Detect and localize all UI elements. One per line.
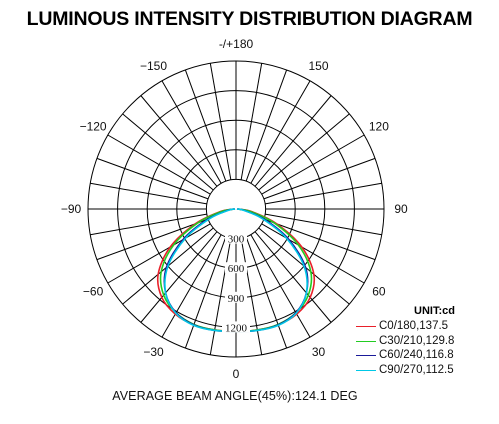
legend-swatch [356, 355, 376, 356]
grid-spoke [265, 182, 382, 205]
grid-spoke [254, 95, 332, 187]
beam-angle-footer: AVERAGE BEAM ANGLE(45%):124.1 DEG [112, 389, 358, 403]
radial-label-bg [225, 291, 247, 303]
angle-tick-label: −60 [83, 285, 104, 299]
legend-label: C90/270,112.5 [379, 363, 454, 376]
grid-spoke [107, 134, 211, 195]
legend-swatch [356, 369, 376, 371]
legend: C0/180,137.5 C30/210,129.8 C60/240,116.8 C9… [356, 320, 496, 378]
grid-spoke [96, 157, 209, 200]
polar-grid [87, 60, 385, 358]
grid-spoke [254, 231, 332, 323]
grid-spoke [261, 223, 365, 284]
grid-spoke [184, 236, 227, 349]
angle-tick-labels: -/+180 150 −150 120 −120 90 −90 60 −60 30 −30 0 [61, 37, 408, 381]
grid-spoke [184, 69, 227, 182]
grid-spoke [90, 182, 207, 205]
grid-spoke [261, 134, 365, 195]
angle-tick-label: 90 [394, 202, 408, 216]
radial-label-bg [225, 262, 247, 274]
grid-spoke [107, 223, 211, 284]
grid-spoke [161, 80, 222, 184]
angle-tick-label: 120 [369, 120, 389, 134]
legend-item: C90/270,112.5 [356, 364, 496, 379]
grid-spoke [209, 238, 232, 355]
grid-spoke [140, 95, 218, 187]
angle-tick-label: −150 [140, 59, 167, 73]
grid-spoke [122, 113, 214, 191]
radial-label-bg [222, 321, 250, 333]
angle-tick-label: −120 [80, 120, 107, 134]
grid-spoke [263, 157, 376, 200]
grid-spoke [263, 218, 376, 261]
radial-tick-label: 1200 [225, 322, 248, 334]
angle-tick-label: 150 [308, 59, 328, 73]
radial-tick-label: 300 [228, 234, 245, 246]
legend-label: C30/210,129.8 [379, 334, 455, 347]
radial-tick-label: 600 [228, 263, 245, 275]
radial-tick-label: 900 [228, 293, 245, 305]
legend-swatch [356, 326, 376, 327]
grid-spoke [250, 234, 311, 338]
angle-tick-label: 0 [233, 367, 240, 381]
grid-spoke [140, 231, 218, 323]
angle-tick-label: 60 [372, 285, 386, 299]
angle-tick-label: 30 [312, 345, 326, 359]
radial-label-bg [225, 232, 247, 244]
legend-item: C0/180,137.5 [356, 320, 496, 335]
grid-spoke [161, 234, 222, 338]
angle-tick-label: -/+180 [219, 37, 254, 51]
grid-spoke [209, 63, 232, 180]
legend-label: C0/180,137.5 [379, 320, 449, 332]
chart-title: LUMINOUS INTENSITY DISTRIBUTION DIAGRAM [26, 8, 473, 30]
grid-spoke [240, 63, 263, 180]
legend-item: C30/210,129.8 [356, 335, 496, 350]
angle-tick-label: −90 [61, 202, 82, 216]
grid-circle [205, 178, 267, 240]
grid-spoke [96, 218, 209, 261]
grid-spoke [245, 236, 288, 349]
angle-tick-label: −30 [143, 345, 164, 359]
grid-spoke [240, 238, 263, 355]
grid-spoke [265, 213, 382, 236]
legend-label: C60/240,116.8 [379, 349, 454, 361]
grid-spoke [90, 213, 207, 236]
radial-tick-labels: 300 600 900 1200 [222, 232, 250, 334]
grid-spoke [245, 69, 288, 182]
grid-spoke [250, 80, 311, 184]
legend-swatch [356, 340, 376, 342]
legend-item: C60/240,116.8 [356, 349, 496, 364]
grid-spoke [258, 113, 350, 191]
unit-label: UNIT:cd [414, 305, 455, 317]
